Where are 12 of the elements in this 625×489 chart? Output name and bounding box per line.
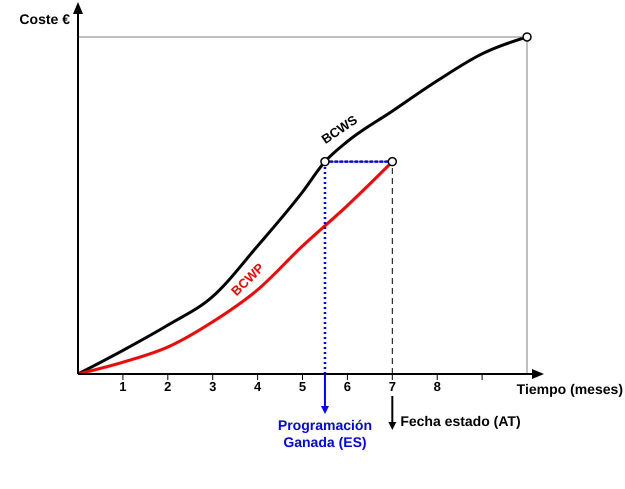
x-tick-label: 6	[344, 379, 352, 394]
x-tick-label: 3	[209, 379, 216, 394]
x-tick-label: 8	[434, 379, 441, 394]
x-tick-label: 2	[164, 379, 172, 394]
x-axis-title: Tiempo (meses)	[516, 381, 623, 397]
x-tick-label: 1	[119, 379, 127, 394]
x-tick-label: 7	[388, 379, 396, 394]
x-tick-label: 5	[298, 379, 306, 394]
y-axis-title: Coste €	[19, 11, 70, 27]
legend-label: Fecha estado (AT)	[400, 413, 521, 429]
x-tick-label: 4	[254, 379, 262, 394]
ref-line-label: Programación Ganada (ES)	[278, 417, 372, 450]
